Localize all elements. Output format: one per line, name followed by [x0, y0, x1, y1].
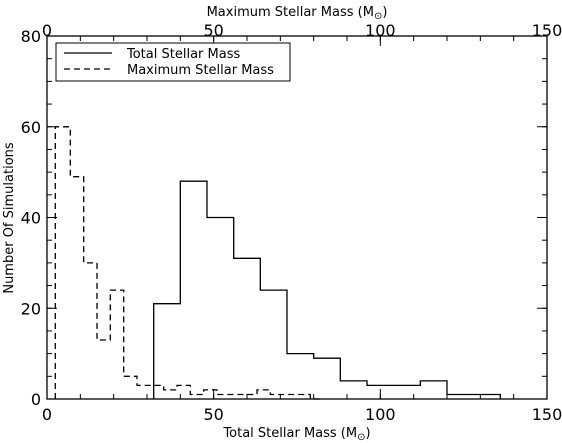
x-tick-label: 150 [532, 405, 562, 424]
series-maximum-stellar-mass [54, 126, 324, 400]
legend: Total Stellar Mass Maximum Stellar Mass [55, 42, 291, 82]
x2-tick-label: 150 [532, 21, 562, 40]
x-axis-title-text: Total Stellar Mass (M [222, 426, 357, 441]
y-tick-label: 20 [21, 299, 41, 318]
axis-ticks: 0 50 100 150 0 50 100 150 0 20 40 60 80 [21, 21, 562, 424]
x2-tick-label: 50 [203, 21, 223, 40]
x2-tick-label: 0 [42, 21, 52, 40]
x2-tick-label: 100 [365, 21, 396, 40]
series-layer [54, 126, 501, 400]
legend-total-label: Total Stellar Mass [126, 47, 240, 62]
x2-axis-title-close: ) [382, 5, 387, 20]
y-axis-title: Number Of Simulations [2, 142, 17, 294]
x-tick-label: 0 [42, 405, 52, 424]
x2-axis-title-text: Maximum Stellar Mass (M [207, 5, 374, 20]
legend-max-label: Maximum Stellar Mass [127, 63, 274, 78]
y-tick-label: 40 [21, 209, 41, 228]
x-tick-label: 50 [203, 405, 223, 424]
y-tick-label: 80 [21, 27, 41, 46]
plot-frame [46, 35, 548, 400]
x-axis-title: Total Stellar Mass (M⊙) [222, 426, 370, 443]
y-tick-label: 60 [21, 118, 41, 137]
x-tick-label: 100 [365, 405, 396, 424]
series-total-stellar-mass [153, 180, 501, 399]
legend-box [55, 42, 291, 82]
y-tick-label: 0 [31, 390, 41, 409]
x-axis-unit-symbol: ⊙ [357, 432, 365, 443]
x2-axis-unit-symbol: ⊙ [374, 11, 382, 22]
x2-axis-title: Maximum Stellar Mass (M⊙) [207, 5, 388, 22]
x-axis-title-close: ) [365, 426, 370, 441]
